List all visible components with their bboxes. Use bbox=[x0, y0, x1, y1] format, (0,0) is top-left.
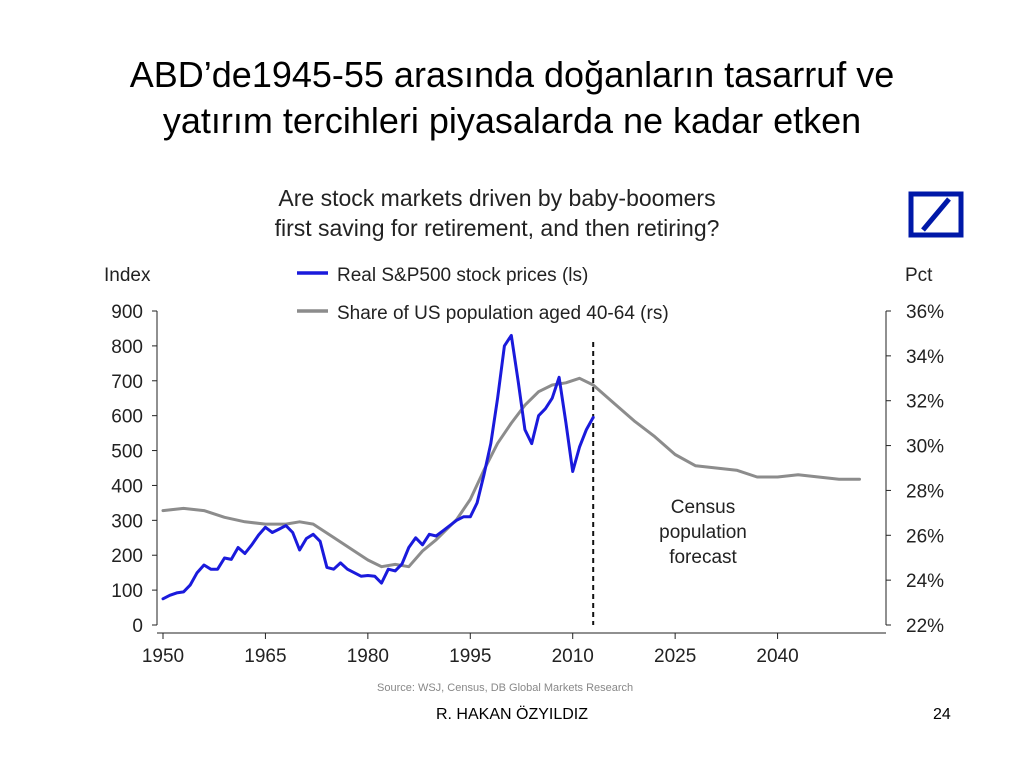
right-tick-label: 22% bbox=[906, 616, 944, 637]
left-axis-label: Index bbox=[104, 265, 151, 286]
right-tick-label: 34% bbox=[906, 347, 944, 368]
chart-title-line-2: first saving for retirement, and then re… bbox=[275, 215, 720, 241]
chart-axes: 0 100 200 300 400 500 600 700 800 900 22% 24% 26% 28%… bbox=[111, 302, 944, 667]
forecast-annotation: Census population forecast bbox=[659, 497, 747, 568]
forecast-annotation-line-3: forecast bbox=[669, 547, 737, 568]
right-axis-label: Pct bbox=[905, 265, 933, 286]
series-line-population-share bbox=[161, 376, 861, 569]
left-tick-label: 0 bbox=[132, 616, 143, 637]
chart-source: Source: WSJ, Census, DB Global Markets R… bbox=[377, 682, 633, 694]
left-tick-label: 100 bbox=[111, 581, 143, 602]
left-tick-label: 600 bbox=[111, 407, 143, 428]
x-tick-label: 1980 bbox=[347, 646, 389, 667]
x-tick-label: 1950 bbox=[142, 646, 184, 667]
left-tick-label: 700 bbox=[111, 372, 143, 393]
right-tick-label: 36% bbox=[906, 302, 944, 323]
left-tick-label: 800 bbox=[111, 337, 143, 358]
x-tick-label: 1995 bbox=[449, 646, 491, 667]
right-tick-label: 24% bbox=[906, 571, 944, 592]
x-tick-label: 2010 bbox=[552, 646, 594, 667]
chart-legend: Real S&P500 stock prices (ls) Share of U… bbox=[297, 265, 669, 324]
x-tick-label: 2040 bbox=[756, 646, 798, 667]
slide-title: ABD’de1945-55 arasında doğanların tasarr… bbox=[0, 52, 1024, 144]
series-line-stock-prices bbox=[161, 333, 595, 601]
left-tick-label: 200 bbox=[111, 546, 143, 567]
left-tick-label: 900 bbox=[111, 302, 143, 323]
page-number: 24 bbox=[933, 706, 951, 723]
left-tick-label: 500 bbox=[111, 442, 143, 463]
legend-label-population-share: Share of US population aged 40-64 (rs) bbox=[337, 303, 669, 324]
footer-author: R. HAKAN ÖZYILDIZ bbox=[435, 706, 589, 723]
left-tick-label: 300 bbox=[111, 511, 143, 532]
left-tick-label: 400 bbox=[111, 476, 143, 497]
x-tick-label: 2025 bbox=[654, 646, 696, 667]
slide-title-line-1: ABD’de1945-55 arasında doğanların tasarr… bbox=[129, 54, 895, 95]
chart-title-line-1: Are stock markets driven by baby-boomers bbox=[278, 185, 715, 211]
x-tick-label: 1965 bbox=[244, 646, 286, 667]
line-chart: Are stock markets driven by baby-boomers… bbox=[104, 185, 964, 694]
forecast-annotation-line-1: Census bbox=[671, 497, 735, 518]
forecast-annotation-line-2: population bbox=[659, 522, 747, 543]
right-tick-label: 26% bbox=[906, 526, 944, 547]
deutsche-bank-logo bbox=[908, 191, 964, 238]
slide-title-line-2: yatırım tercihleri piyasalarda ne kadar … bbox=[162, 100, 862, 141]
right-tick-label: 30% bbox=[906, 437, 944, 458]
legend-label-stock-prices: Real S&P500 stock prices (ls) bbox=[337, 265, 588, 286]
right-tick-label: 28% bbox=[906, 481, 944, 502]
right-tick-label: 32% bbox=[906, 392, 944, 413]
chart-series bbox=[161, 333, 861, 625]
